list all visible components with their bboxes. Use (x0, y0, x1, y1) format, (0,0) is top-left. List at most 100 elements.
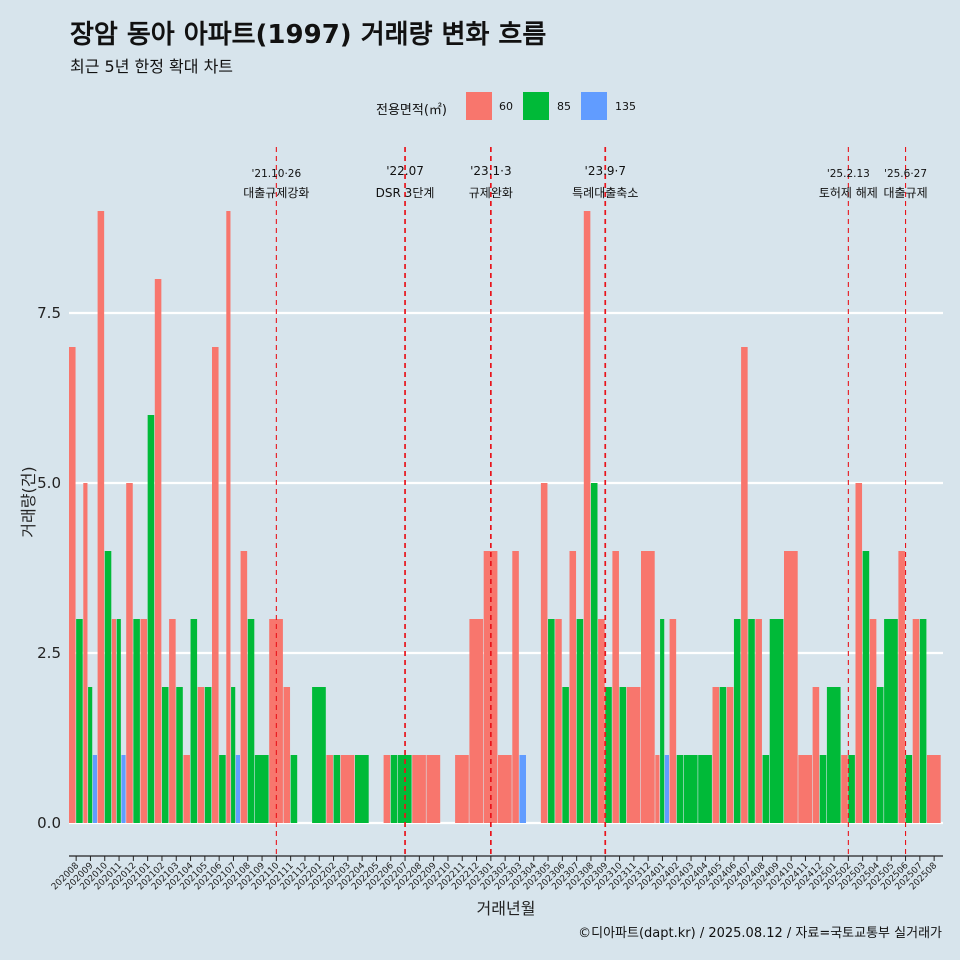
bar-85-202101 (147, 415, 155, 823)
event-lines: '21.10·26 대출규제강화 '22.07 DSR 3단계 '23.1·3 규제완화 '… (243, 147, 928, 856)
legend-key-85 (523, 92, 549, 120)
bar-60-202102 (154, 279, 162, 823)
bar-60-202405 (712, 687, 720, 823)
bar-85-202406 (733, 619, 741, 823)
legend-title: 전용면적(㎡) (376, 103, 447, 118)
y-tick-label: 0.0 (37, 814, 61, 832)
bar-85-202308 (590, 483, 598, 823)
legend-label-85: 85 (557, 100, 571, 113)
bar-60-202412 (812, 687, 820, 823)
bar-85-202108 (247, 619, 255, 823)
legend-label-135: 135 (615, 100, 636, 113)
bar-85-202201 (312, 687, 326, 823)
bar-85-202206 (390, 755, 398, 823)
bar-60-202206 (383, 755, 391, 823)
bar-60-202302 (498, 755, 512, 823)
bar-135-202009 (92, 755, 97, 823)
bar-60-202209 (426, 755, 441, 823)
chart-subtitle: 최근 5년 한정 확대 차트 (70, 57, 234, 76)
bar-85-202505 (884, 619, 898, 823)
bar-85-202011 (116, 619, 121, 823)
bar-85-202204 (355, 755, 369, 823)
bar-85-202008 (76, 619, 83, 823)
bar-85-202506 (905, 755, 913, 823)
bar-60-202401 (655, 755, 660, 823)
bar-85-202107 (231, 687, 236, 823)
event-name-label: 대출규제 (883, 186, 927, 200)
bar-85-202501 (826, 687, 841, 823)
event-date-label: '23.9·7 (585, 164, 626, 178)
bar-85-202306 (562, 687, 569, 823)
bar-85-202010 (104, 551, 112, 823)
bar-60-202508 (927, 755, 941, 823)
bar-60-202110 (269, 619, 283, 823)
bar-85-202408 (762, 755, 770, 823)
legend: 전용면적(㎡) 60 85 135 (0, 92, 960, 122)
bar-85-202012 (133, 619, 140, 823)
y-tick-label: 5.0 (37, 474, 61, 492)
bar-85-202102 (161, 687, 169, 823)
bar-60-202502 (841, 755, 848, 823)
bar-60-202303 (512, 551, 519, 823)
bar-60-202202 (326, 755, 333, 823)
bar-85-202403 (683, 755, 698, 823)
bar-60-202011 (111, 619, 117, 823)
bar-60-202308 (583, 211, 591, 823)
bar-85-202507 (919, 619, 927, 823)
y-tick-label: 2.5 (37, 644, 61, 662)
bar-85-202310 (619, 687, 627, 823)
bar-60-202410 (784, 551, 798, 823)
event-name-label: 규제완화 (469, 186, 513, 200)
bar-60-202311 (626, 687, 641, 823)
bar-60-202105 (197, 687, 205, 823)
bar-60-202507 (912, 619, 920, 823)
bar-60-202212 (469, 619, 484, 823)
bar-85-202309 (605, 687, 612, 823)
bar-135-202107 (235, 755, 240, 823)
bar-60-202009 (83, 483, 88, 823)
bar-85-202202 (333, 755, 341, 823)
bar-85-202111 (290, 755, 298, 823)
bar-85-202405 (719, 687, 727, 823)
chart-title: 장암 동아 아파트(1997) 거래량 변화 흐름 (70, 20, 547, 50)
bar-85-202305 (548, 619, 555, 823)
bar-60-202104 (183, 755, 190, 823)
x-axis-title: 거래년월 (477, 899, 536, 918)
bar-85-202409 (769, 619, 784, 823)
bar-60-202309 (598, 619, 605, 823)
bar-85-202407 (748, 619, 755, 823)
bar-60-202012 (126, 483, 133, 823)
bar-60-202107 (226, 211, 231, 823)
bar-60-202407 (741, 347, 748, 823)
bar-60-202111 (283, 687, 291, 823)
bar-60-202503 (855, 483, 863, 823)
bar-60-202411 (798, 755, 812, 823)
bar-85-202503 (862, 551, 870, 823)
bar-60-202310 (612, 551, 619, 823)
event-name-label: 토허제 해제 (819, 186, 878, 200)
bar-60-202312 (641, 551, 655, 823)
bar-60-202008 (69, 347, 76, 823)
bar-60-202408 (755, 619, 762, 823)
bar-60-202208 (412, 755, 426, 823)
chart-caption: ©디아파트(dapt.kr) / 2025.08.12 / 자료=국토교통부 실… (578, 926, 942, 941)
axes (69, 855, 943, 861)
bar-135-202011 (121, 755, 126, 823)
bar-135-202303 (519, 755, 526, 823)
event-date-label: '25.6·27 (884, 168, 927, 180)
bar-85-202103 (176, 687, 183, 823)
bar-85-202404 (698, 755, 712, 823)
bar-85-202105 (204, 687, 212, 823)
bar-60-202211 (455, 755, 469, 823)
bar-60-202306 (555, 619, 562, 823)
bar-60-202108 (240, 551, 248, 823)
event-date-label: '22.07 (386, 164, 424, 178)
event-name-label: 특례대출축소 (572, 186, 638, 200)
event-date-label: '23.1·3 (470, 164, 511, 178)
bar-85-202402 (676, 755, 684, 823)
bar-85-202504 (876, 687, 884, 823)
event-date-label: '21.10·26 (252, 168, 302, 180)
event-date-label: '25.2.13 (827, 168, 870, 180)
bar-60-202203 (340, 755, 355, 823)
